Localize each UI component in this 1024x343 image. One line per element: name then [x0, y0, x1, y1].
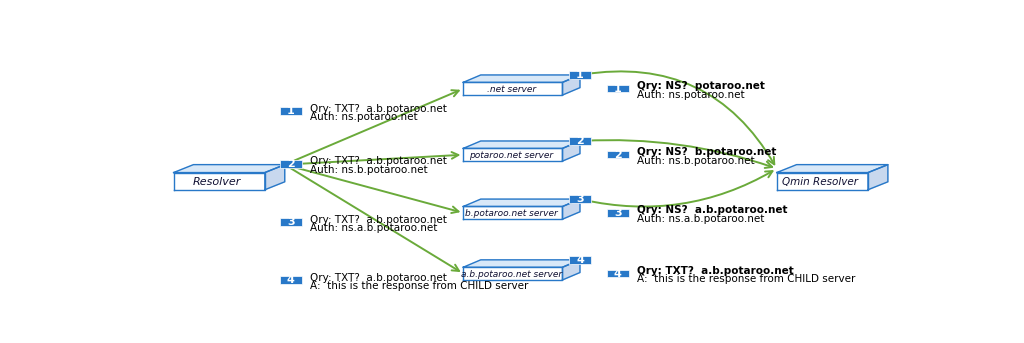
Polygon shape [868, 165, 888, 190]
Polygon shape [777, 165, 888, 173]
Text: Qry: TXT?  a.b.potaroo.net: Qry: TXT? a.b.potaroo.net [309, 273, 446, 283]
Polygon shape [777, 173, 868, 190]
Text: A:  this is the response from CHILD server: A: this is the response from CHILD serve… [309, 281, 528, 291]
Polygon shape [562, 75, 580, 95]
Text: 3: 3 [287, 217, 295, 227]
Text: potaroo.net server: potaroo.net server [469, 151, 553, 160]
Text: 2: 2 [577, 136, 584, 146]
Polygon shape [463, 206, 562, 219]
Text: 1: 1 [577, 70, 584, 80]
Text: Qry: TXT?  a.b.potaroo.net: Qry: TXT? a.b.potaroo.net [637, 266, 794, 276]
Text: Auth: ns.a.b.potaroo.net: Auth: ns.a.b.potaroo.net [309, 223, 437, 233]
Text: 2: 2 [613, 150, 622, 160]
FancyBboxPatch shape [606, 85, 629, 92]
Text: Qry: TXT?  a.b.potaroo.net: Qry: TXT? a.b.potaroo.net [309, 214, 446, 225]
Text: Auth: ns.b.potaroo.net: Auth: ns.b.potaroo.net [309, 165, 427, 175]
Text: Auth: ns.a.b.potaroo.net: Auth: ns.a.b.potaroo.net [637, 214, 764, 224]
Polygon shape [562, 141, 580, 161]
FancyBboxPatch shape [569, 137, 591, 145]
Text: Qmin Resolver: Qmin Resolver [782, 177, 858, 187]
Polygon shape [463, 260, 580, 267]
Polygon shape [463, 149, 562, 161]
Text: Auth: ns.b.potaroo.net: Auth: ns.b.potaroo.net [637, 156, 755, 166]
Text: 2: 2 [287, 159, 295, 169]
FancyBboxPatch shape [569, 196, 591, 203]
Text: Qry: NS?  b.potaroo.net: Qry: NS? b.potaroo.net [637, 147, 776, 157]
Text: Auth: ns.potaroo.net: Auth: ns.potaroo.net [637, 90, 744, 99]
FancyBboxPatch shape [280, 276, 302, 284]
Text: 3: 3 [613, 208, 622, 218]
Polygon shape [174, 173, 265, 190]
FancyBboxPatch shape [569, 71, 591, 79]
FancyBboxPatch shape [606, 151, 629, 158]
FancyBboxPatch shape [569, 256, 591, 263]
Polygon shape [463, 267, 562, 280]
Text: 3: 3 [577, 194, 584, 204]
Text: Qry: NS?  a.b.potaroo.net: Qry: NS? a.b.potaroo.net [637, 205, 787, 215]
Text: Auth: ns.potaroo.net: Auth: ns.potaroo.net [309, 112, 418, 122]
Text: 4: 4 [577, 255, 584, 265]
Text: Qry: NS?  potaroo.net: Qry: NS? potaroo.net [637, 81, 765, 91]
Text: a.b.potaroo.net server: a.b.potaroo.net server [461, 270, 562, 279]
Polygon shape [174, 165, 285, 173]
FancyBboxPatch shape [280, 160, 302, 168]
Polygon shape [265, 165, 285, 190]
FancyBboxPatch shape [606, 209, 629, 216]
Text: 1: 1 [613, 84, 622, 94]
FancyBboxPatch shape [606, 270, 629, 277]
Polygon shape [463, 199, 580, 206]
Text: Qry: TXT?  a.b.potaroo.net: Qry: TXT? a.b.potaroo.net [309, 104, 446, 114]
Text: 4: 4 [613, 269, 622, 279]
Polygon shape [562, 260, 580, 280]
Polygon shape [463, 141, 580, 149]
Polygon shape [463, 82, 562, 95]
Text: .net server: .net server [486, 85, 536, 94]
FancyBboxPatch shape [280, 107, 302, 115]
Text: Qry: TXT?  a.b.potaroo.net: Qry: TXT? a.b.potaroo.net [309, 156, 446, 166]
Text: b.potaroo.net server: b.potaroo.net server [465, 209, 557, 218]
Text: Resolver: Resolver [194, 177, 242, 187]
Text: 4: 4 [287, 275, 295, 285]
Polygon shape [463, 75, 580, 82]
Text: 1: 1 [287, 106, 295, 116]
FancyBboxPatch shape [280, 218, 302, 226]
Polygon shape [562, 199, 580, 219]
Text: A:  this is the response from CHILD server: A: this is the response from CHILD serve… [637, 274, 855, 284]
